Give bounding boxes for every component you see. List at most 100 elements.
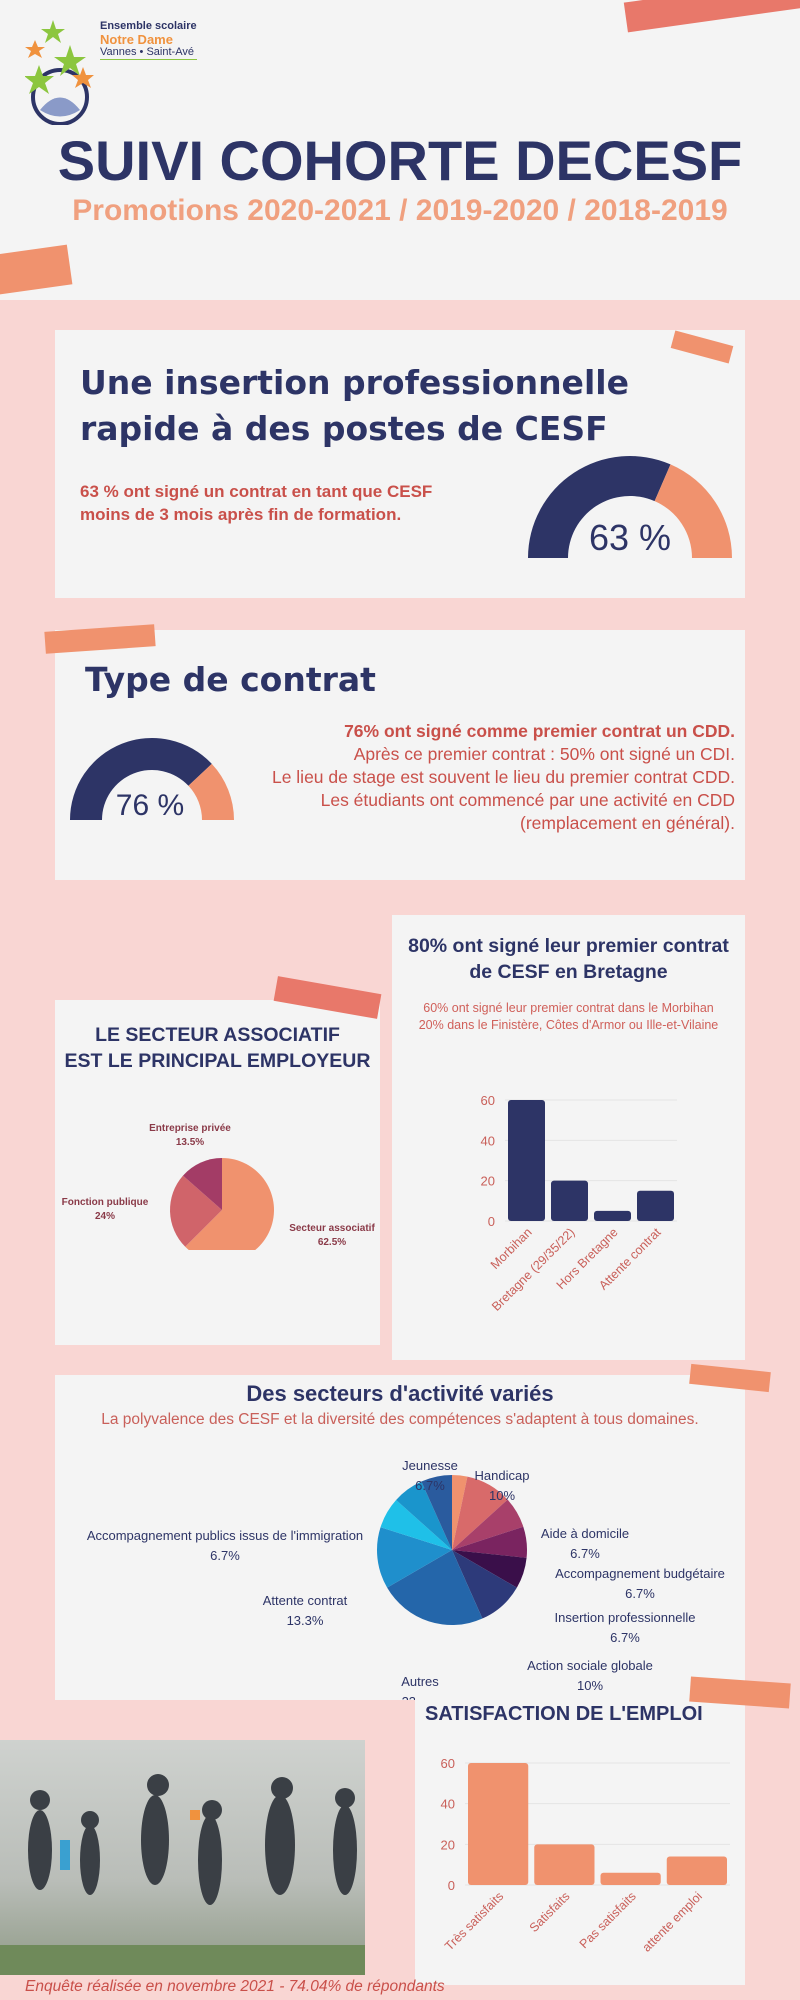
contrat-line: Le lieu de stage est souvent le lieu du …: [271, 767, 735, 787]
page-subtitle: Promotions 2020-2021 / 2019-2020 / 2018-…: [72, 194, 728, 227]
x-tick-label: Pas satisfaits: [577, 1889, 639, 1951]
pie-value: 6.7%: [625, 1586, 655, 1601]
pie-label: Accompagnement publics issus de l'immigr…: [87, 1528, 363, 1543]
pie-slice: [452, 1476, 508, 1550]
pie-label: Handicap: [475, 1468, 530, 1483]
contrat-title: Type de contrat: [85, 660, 376, 699]
pie-label: Accompagnement budgétaire: [555, 1566, 725, 1581]
header-background: [0, 0, 800, 300]
insertion-text-line1: 63 % ont signé un contrat en tant que CE…: [80, 482, 433, 501]
pie-value: 13.3%: [287, 1613, 324, 1628]
pie-label: Insertion professionnelle: [555, 1610, 696, 1625]
x-tick-label: Très satisfaits: [442, 1889, 506, 1953]
pie-slice: [376, 1527, 452, 1588]
pie-value: 6.7%: [610, 1630, 640, 1645]
pie-slice: [380, 1500, 452, 1550]
contrat-gauge-remaining-arc: [188, 763, 234, 820]
contrat-line: Les étudiants ont commencé par une activ…: [320, 790, 735, 810]
bar: [508, 1100, 545, 1221]
contrat-line: 76% ont signé comme premier contrat un C…: [344, 721, 735, 741]
pie-slice: [185, 1158, 274, 1250]
pie-label: Action sociale globale: [527, 1658, 653, 1673]
bretagne-card: 80% ont signé leur premier contrat de CE…: [392, 915, 745, 1360]
satisfaction-bar-chart: 0 20 40 60 Très satisfaits Satisfaits Pas sati…: [441, 1756, 730, 1955]
secteurs-pie-chart: Handicap 10% Aide à domicile 6.7% Accompagne…: [87, 1458, 725, 1700]
logo-line2: Notre Dame: [100, 32, 173, 47]
insertion-gauge-filled-arc: [528, 455, 671, 558]
employer-pie-chart: Entreprise privée 13.5% Fonction publiqu…: [62, 1123, 375, 1250]
bar: [594, 1210, 631, 1221]
pie-slice: [452, 1475, 468, 1550]
y-tick-label: 20: [481, 1174, 495, 1189]
insertion-text-line2: moins de 3 mois après fin de formation.: [80, 505, 402, 524]
bar: [534, 1844, 595, 1885]
contrat-gauge-filled-arc: [70, 738, 212, 820]
contrat-gauge-label: 76 %: [116, 789, 184, 822]
pie-value: 6.7%: [415, 1478, 445, 1493]
y-tick-label: 40: [441, 1797, 455, 1812]
x-tick-label: attente emploi: [640, 1889, 705, 1954]
logo-line3: Vannes • Saint-Avé: [100, 46, 197, 60]
y-tick-label: 0: [488, 1214, 495, 1229]
y-tick-label: 20: [441, 1837, 455, 1852]
y-tick-label: 40: [481, 1133, 495, 1148]
pie-label: Aide à domicile: [541, 1526, 629, 1541]
employer-title-line2: EST LE PRINCIPAL EMPLOYEUR: [64, 1050, 371, 1072]
pie-value: 6.7%: [570, 1546, 600, 1561]
logo-line1: Ensemble scolaire: [100, 20, 197, 32]
secteurs-subtitle: La polyvalence des CESF et la diversité …: [101, 1411, 699, 1428]
pie-slice: [182, 1158, 222, 1210]
contrat-gauge: 76 %: [70, 738, 234, 822]
school-logo: [24, 15, 100, 126]
x-tick-label: Satisfaits: [527, 1889, 573, 1935]
y-tick-label: 0: [448, 1878, 455, 1893]
pie-slice: [387, 1550, 483, 1625]
bar: [637, 1190, 674, 1221]
pie-value: 62.5%: [318, 1237, 346, 1248]
pie-label: Secteur associatif: [289, 1223, 375, 1234]
pie-slice: [170, 1175, 222, 1247]
bar: [551, 1180, 588, 1221]
pie-value: 10%: [577, 1678, 603, 1693]
contrat-card: Type de contrat 76 % 76% ont signé comme…: [55, 630, 745, 880]
employer-card: LE SECTEUR ASSOCIATIF EST LE PRINCIPAL E…: [55, 1000, 380, 1345]
graffiti-photo: [0, 1740, 365, 1975]
pie-label: Autres: [401, 1674, 439, 1689]
insertion-gauge-label: 63 %: [589, 517, 671, 558]
contrat-text: 76% ont signé comme premier contrat un C…: [272, 720, 735, 835]
bretagne-title-line1: 80% ont signé leur premier contrat: [408, 935, 729, 957]
pie-label: Jeunesse: [402, 1458, 458, 1473]
y-tick-label: 60: [441, 1756, 455, 1771]
logo-text: Ensemble scolaire Notre Dame Vannes • Sa…: [100, 20, 197, 60]
insertion-gauge-remaining-arc: [654, 464, 732, 558]
contrat-line: Après ce premier contrat : 50% ont signé…: [353, 744, 735, 764]
secteurs-card: Des secteurs d'activité variés La polyva…: [55, 1375, 745, 1700]
bretagne-subtitle-line2: 20% dans le Finistère, Côtes d'Armor ou …: [418, 1018, 719, 1032]
pie-value: 13.5%: [176, 1137, 204, 1148]
y-tick-label: 60: [481, 1093, 495, 1108]
pie-label: Attente contrat: [263, 1593, 348, 1608]
bar: [666, 1856, 727, 1885]
footer-note: Enquête réalisée en novembre 2021 - 74.0…: [25, 1978, 445, 1995]
pie-value: 24%: [95, 1211, 115, 1222]
employer-title-line1: LE SECTEUR ASSOCIATIF: [95, 1024, 340, 1046]
pie-slice: [452, 1526, 527, 1558]
bretagne-title-line2: de CESF en Bretagne: [469, 961, 668, 983]
pie-slice: [452, 1550, 517, 1619]
insertion-gauge: 63 %: [528, 455, 732, 558]
satisfaction-card: SATISFACTION DE L'EMPLOI 0 20 40 60 Très sat…: [415, 1695, 745, 1985]
pie-slice: [396, 1481, 452, 1550]
pie-value: 6.7%: [210, 1548, 240, 1563]
pie-slice: [452, 1550, 527, 1588]
contrat-line: (remplacement en général).: [520, 813, 735, 833]
page-title: SUIVI COHORTE DECESF: [57, 129, 743, 192]
pie-label: Fonction publique: [62, 1197, 149, 1208]
secteurs-title: Des secteurs d'activité variés: [246, 1381, 554, 1406]
pie-slice: [452, 1499, 524, 1550]
pie-label: Entreprise privée: [149, 1123, 231, 1134]
insertion-title-line2: rapide à des postes de CESF: [80, 409, 608, 448]
bar: [600, 1872, 661, 1885]
insertion-card: Une insertion professionnelle rapide à d…: [55, 330, 745, 598]
bretagne-subtitle-line1: 60% ont signé leur premier contrat dans …: [423, 1001, 714, 1015]
